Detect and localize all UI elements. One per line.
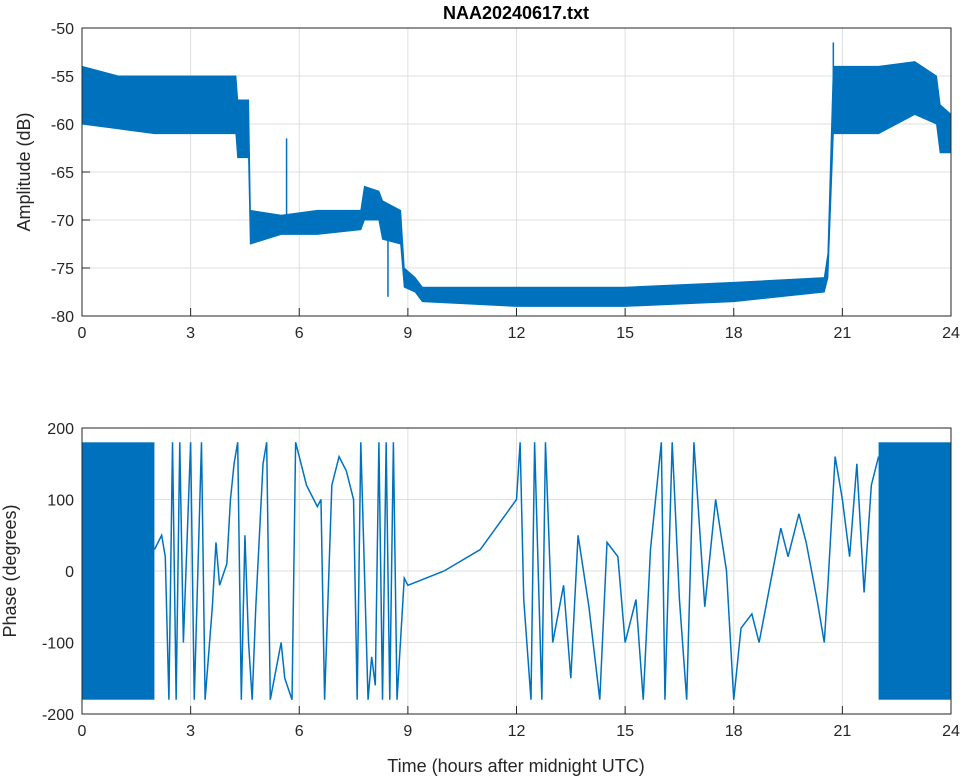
x-tick-label: 15: [616, 723, 634, 740]
x-tick-label: 0: [78, 325, 87, 342]
y-tick-label: -55: [51, 69, 74, 86]
x-tick-label: 12: [508, 325, 526, 342]
y-tick-label: -100: [42, 636, 74, 653]
y-tick-label: 0: [65, 564, 74, 581]
y-tick-label: -200: [42, 707, 74, 724]
x-tick-label: 21: [833, 325, 851, 342]
y-tick-label: -65: [51, 165, 74, 182]
x-tick-label: 9: [403, 723, 412, 740]
x-tick-label: 18: [725, 723, 743, 740]
phase-dense-wrap: [878, 442, 951, 700]
x-tick-label: 0: [78, 723, 87, 740]
x-tick-label: 3: [186, 723, 195, 740]
x-tick-label: 15: [616, 325, 634, 342]
x-tick-label: 9: [403, 325, 412, 342]
amplitude-axes-box: [81, 27, 952, 317]
x-tick-label: 3: [186, 325, 195, 342]
x-tick-label: 21: [833, 723, 851, 740]
chart-title: NAA20240617.txt: [443, 3, 589, 23]
y-tick-label: -50: [51, 21, 74, 38]
phase-line: [153, 442, 880, 700]
phase-dense-wrap: [82, 442, 155, 700]
x-tick-label: 18: [725, 325, 743, 342]
y-tick-label: -70: [51, 213, 74, 230]
y-tick-label: -75: [51, 261, 74, 278]
x-tick-label: 12: [508, 723, 526, 740]
y-tick-label: -60: [51, 117, 74, 134]
amplitude-ylabel: Amplitude (dB): [14, 112, 34, 231]
x-tick-label: 6: [295, 325, 304, 342]
x-tick-label: 6: [295, 723, 304, 740]
phase-axes: 0 3 6 9 12 15 18 21 24 200 100 0 -100 -200: [42, 421, 960, 740]
amplitude-axes: 0 3 6 9 12 15 18 21 24 -50 -55 -60 -65 -70 -75 -80: [51, 21, 960, 342]
x-tick-label: 24: [942, 325, 960, 342]
x-tick-label: 24: [942, 723, 960, 740]
y-tick-label: 100: [47, 493, 74, 510]
phase-ylabel: Phase (degrees): [0, 504, 20, 637]
y-tick-label: 200: [47, 421, 74, 438]
phase-axes-box: [81, 427, 952, 715]
y-tick-label: -80: [51, 309, 74, 326]
phase-xlabel: Time (hours after midnight UTC): [387, 756, 644, 776]
